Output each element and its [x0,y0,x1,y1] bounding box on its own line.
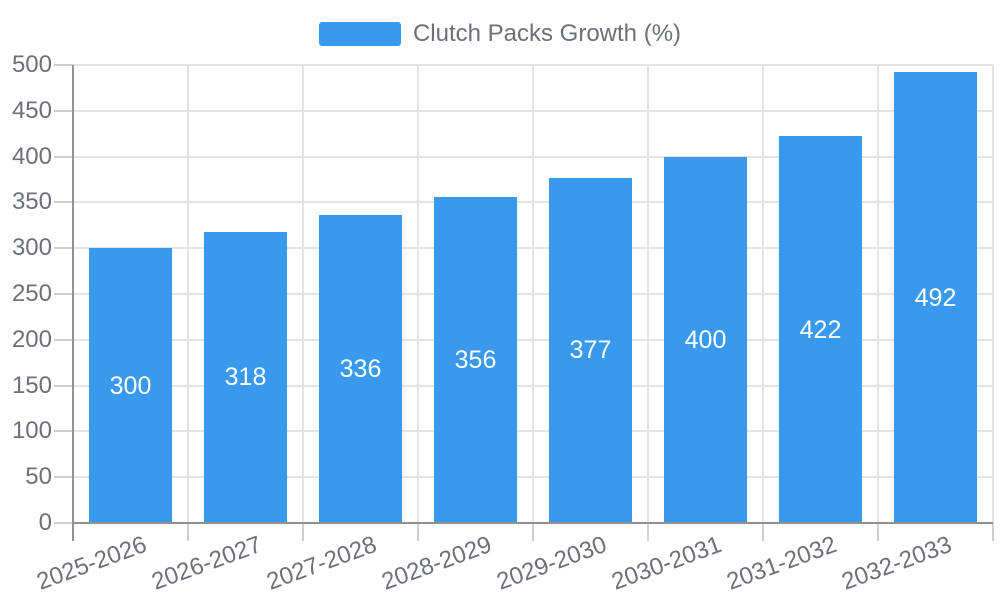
x-axis-tick [647,523,649,541]
y-axis-tick [54,293,73,295]
y-axis-tick-label: 500 [11,51,52,78]
x-axis-tick [417,523,419,541]
y-axis-tick-label: 400 [11,142,52,170]
legend-swatch [318,22,401,46]
y-axis-tick-label: 300 [11,234,52,262]
y-axis-tick-label: 50 [25,463,52,491]
y-axis-tick [54,338,73,341]
bar[interactable] [779,136,862,523]
y-axis-tick [54,109,73,112]
legend-item[interactable]: Clutch Packs Growth (%) [0,19,1000,49]
bar[interactable] [319,215,402,523]
y-axis-tick-label: 100 [11,417,52,445]
y-axis-tick-label: 450 [11,96,52,124]
y-axis-tick [54,201,73,204]
y-axis-tick-label: 0 [38,509,52,536]
y-axis-line [72,65,74,541]
y-axis-tick [54,476,73,479]
legend-label: Clutch Packs Growth (%) [412,20,682,47]
bar[interactable] [894,72,977,523]
x-gridline [532,65,534,523]
y-axis-tick-label: 150 [11,371,52,399]
y-axis-tick [54,155,73,158]
y-axis-tick [54,384,73,387]
y-axis-tick-label: 250 [11,280,52,307]
x-gridline [762,65,764,523]
x-gridline [302,65,304,523]
x-axis-tick [992,523,994,541]
y-axis-tick-label: 350 [11,188,52,216]
bar[interactable] [89,248,172,523]
x-axis-line [72,522,993,524]
x-gridline [647,65,649,523]
x-gridline [187,65,189,523]
x-axis-tick [302,523,304,541]
y-axis-tick-label: 200 [11,325,52,353]
y-axis-tick [54,522,73,524]
x-axis-tick [187,523,189,541]
x-gridline [877,65,879,523]
bar[interactable] [434,196,517,523]
x-axis-tick [532,523,534,541]
y-axis-tick [54,64,73,66]
bar[interactable] [549,177,632,523]
x-axis-tick [762,523,764,541]
y-axis-tick [54,430,73,433]
x-axis-tick [877,523,879,541]
x-gridline [992,65,994,523]
bar[interactable] [664,156,747,523]
bar[interactable] [204,231,287,523]
x-gridline [417,65,419,523]
y-axis-tick [54,247,73,250]
